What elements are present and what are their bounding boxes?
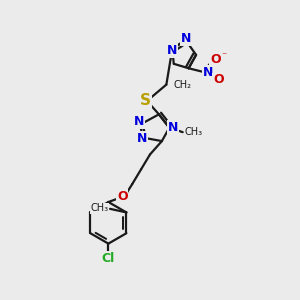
Text: N: N xyxy=(203,66,213,79)
Text: S: S xyxy=(140,94,151,109)
Text: N: N xyxy=(181,32,191,45)
Text: CH₃: CH₃ xyxy=(90,203,109,213)
Text: N: N xyxy=(167,44,178,57)
Text: O: O xyxy=(210,53,221,66)
Text: ⁻: ⁻ xyxy=(221,51,226,62)
Text: N: N xyxy=(137,132,147,145)
Text: O: O xyxy=(117,190,128,202)
Text: N: N xyxy=(168,121,178,134)
Text: N: N xyxy=(134,115,144,128)
Text: O: O xyxy=(213,74,224,86)
Text: Cl: Cl xyxy=(102,252,115,265)
Text: CH₃: CH₃ xyxy=(184,127,202,137)
Text: CH₂: CH₂ xyxy=(174,80,192,90)
